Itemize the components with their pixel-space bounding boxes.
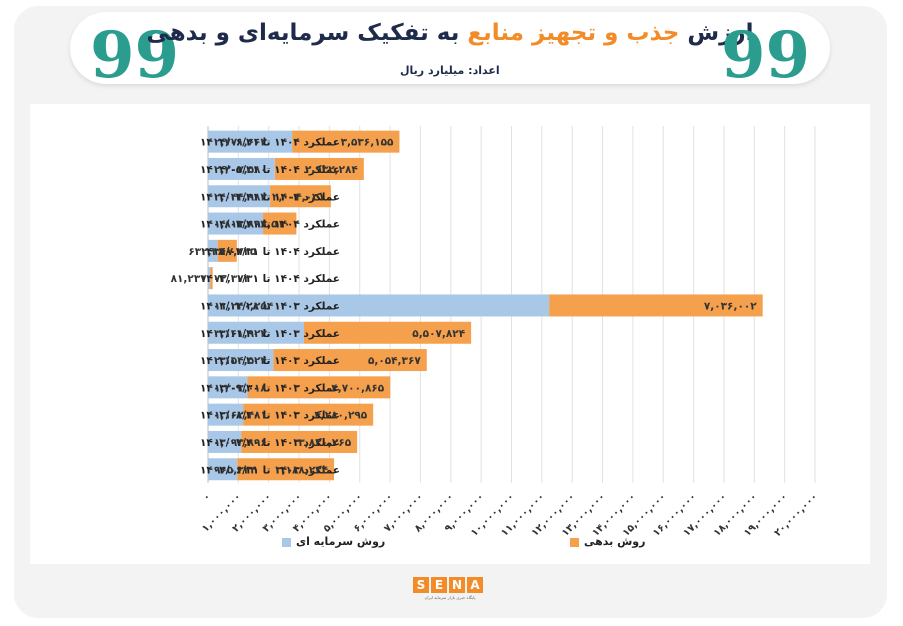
data-label-debt: ۴,۷۰۰,۸۶۵ [331,382,384,394]
data-label-debt: ۳,۵۳۶,۱۵۵ [341,137,394,149]
bar-debt [237,458,335,481]
data-label-debt: ۱,۰۹۸,۵۱۰ [238,219,291,231]
bar-equity [208,430,242,453]
bar-equity [208,403,244,426]
title-part2: به تفکیک سرمایه‌ای و بدهی [146,20,460,46]
category-label: عملکرد ۱۴۰۴ تا ۱۴۰۴/۰۴/۳۱ [200,191,340,203]
logo-letter: S [413,577,429,593]
bar-equity [208,321,304,344]
title-highlight: جذب و تجهیز منابع [467,20,680,46]
category-label: عملکرد ۱۴۰۴ تا ۱۴۰۴/۰۱/۳۱ [200,273,340,285]
bar-equity [208,349,274,372]
data-label-equity: ۱۱,۲۴۰,۲۵۴ [214,300,274,312]
bar-equity [208,458,238,481]
data-label-equity: ۱,۳۰۳,۰۱۸ [214,382,267,394]
bar-debt [273,349,427,372]
sena-logo: S E N A پایگاه خبری بازار سرمایه ایران [413,577,487,603]
data-label-equity: ۱,۰۹۳,۸۹۶ [214,437,267,449]
bar-equity [208,376,248,399]
bar-debt [210,267,213,290]
data-label-equity: ۱,۱۶۲,۴۸۱ [214,410,267,422]
legend-swatch-debt [570,538,579,547]
bar-debt [243,403,374,426]
bar-debt [247,376,391,399]
data-label-equity: ۱,۸۱۳,۸۹۳ [214,219,267,231]
category-label: عملکرد ۱۴۰۳ تا ۱۴۰۳/۱۰/۳۰ [200,355,340,367]
legend-label-equity: روش سرمایه ای [296,535,386,548]
category-label: عملکرد ۱۴۰۴ تا ۱۴۰۴/۰۵/۳۱ [200,164,340,176]
quote-left-icon: 99 [90,18,180,93]
data-label-equity: ۳۱۷,۷۲۵ [214,246,257,258]
logo-letter: N [449,577,465,593]
data-label-equity: ۳,۱۶۱,۹۲۳ [214,328,267,340]
chart-subtitle: اعداد: میلیارد ریال [400,64,500,77]
category-label: عملکرد ۱۴۰۳ تا ۱۴۰۳/۰۸/۳۰ [200,410,340,422]
bar-debt [274,157,364,180]
category-label: عملکرد ۱۴۰۳ تا ۱۴۰۳/۰۶/۳۱ [200,464,340,476]
legend-swatch-equity [282,538,291,547]
category-label: عملکرد ۱۴۰۴ تا ۱۴۰۴/۰۲/۳۱ [200,246,340,258]
data-label-debt: ۳,۱۸۸,۲۲۴ [275,464,328,476]
sena-logo-letters: S E N A [413,577,487,593]
data-label-equity: ۹۶۵,۳۲۴ [214,464,257,476]
category-label: عملکرد ۱۴۰۳ تا ۱۴۰۳/۱۱/۳۰ [200,328,340,340]
data-label-debt: ۲,۹۳۲,۲۸۴ [305,164,358,176]
category-label: عملکرد ۱۴۰۳ تا ۱۴۰۳/۰۷/۳۰ [200,437,340,449]
data-label-debt: ۵,۵۰۷,۸۲۴ [412,328,465,340]
data-label-equity: ۲,۲۰۲,۵۸۰ [214,164,267,176]
data-label-debt: ۸۱,۲۳۷ [171,273,208,285]
bar-debt [263,212,297,235]
category-label: عملکرد ۱۴۰۳ تا ۱۴۰۳/۰۹/۳۰ [200,382,340,394]
bar-equity [208,267,211,290]
bar-equity [208,130,293,153]
category-label: عملکرد ۱۴۰۴ تا ۱۴۰۴/۰۶/۳۱ [200,137,340,149]
bar-debt [270,185,331,208]
title-bar: 99 ارزش جذب و تجهیز منابع به تفکیک سرمای… [70,12,830,88]
bar-debt [549,294,763,317]
data-label-equity: ۲,۱۵۴,۵۲۴ [214,355,267,367]
chart-title: ارزش جذب و تجهیز منابع به تفکیک سرمایه‌ا… [70,20,830,46]
bar-debt [217,239,237,262]
category-label: عملکرد ۱۴۰۴ تا ۱۴۰۴/۰۳/۳۱ [200,219,340,231]
data-label-debt: ۶۳۲,۳۸۰ [188,246,230,258]
bar-equity [208,294,550,317]
bar-equity [208,212,264,235]
data-label-equity: ۲,۰۴۴,۹۸۳ [214,191,267,203]
title-part1: ارزش [687,20,754,46]
bar-debt [241,430,358,453]
data-label-debt: ۴,۲۸۰,۲۹۵ [314,410,367,422]
quote-right-icon: 99 [720,18,810,93]
data-label-equity: ۷۲,۳۷۳ [214,273,251,285]
bar-equity [208,239,218,262]
bar-debt [292,130,400,153]
data-label-debt: ۷,۰۳۶,۰۰۲ [704,300,757,312]
logo-tagline: پایگاه خبری بازار سرمایه ایران [424,595,476,600]
x-tick-label: ۰ [201,491,213,503]
data-label-debt: ۵,۰۵۴,۳۶۷ [368,355,421,367]
bar-equity [208,185,271,208]
legend-label-debt: روش بدهی [584,535,646,548]
category-label: عملکرد ۱۴۰۳ تا ۱۴۰۳/۱۲/۲۸ [200,300,340,312]
logo-letter: E [431,577,447,593]
bar-debt [303,321,472,344]
bar-equity [208,157,275,180]
data-label-equity: ۲,۷۷۱,۶۶۳ [214,137,267,149]
data-label-debt: ۲,۰۰۴,۰۳۱ [272,191,325,203]
logo-letter: A [467,577,483,593]
data-label-debt: ۳,۸۲۰,۲۶۵ [298,437,351,449]
